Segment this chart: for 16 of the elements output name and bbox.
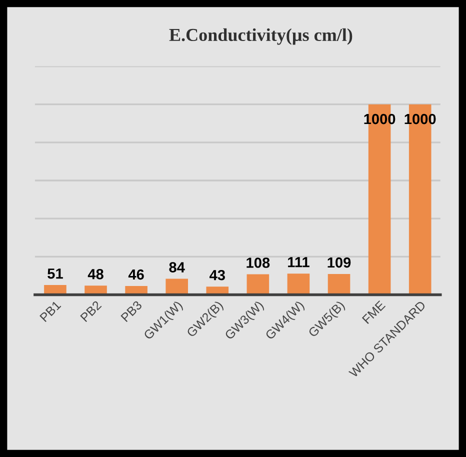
data-label: 111 [288,257,310,268]
bar [246,274,270,295]
data-label: 51 [48,268,63,279]
data-label: 108 [246,258,270,268]
data-label: 43 [210,270,225,280]
x-tick-label: PB3 [120,300,142,322]
bar [328,274,350,295]
data-label: 48 [88,268,104,280]
x-tick-label: PB2 [80,300,102,322]
x-tick-label: PB1 [40,300,62,322]
data-label: 109 [328,257,351,268]
chart-title: E.Conductivity(µs cm/l) [169,28,352,45]
data-label: 84 [169,262,185,272]
bar [287,274,310,295]
data-label: 46 [128,269,144,280]
bar [166,278,188,295]
